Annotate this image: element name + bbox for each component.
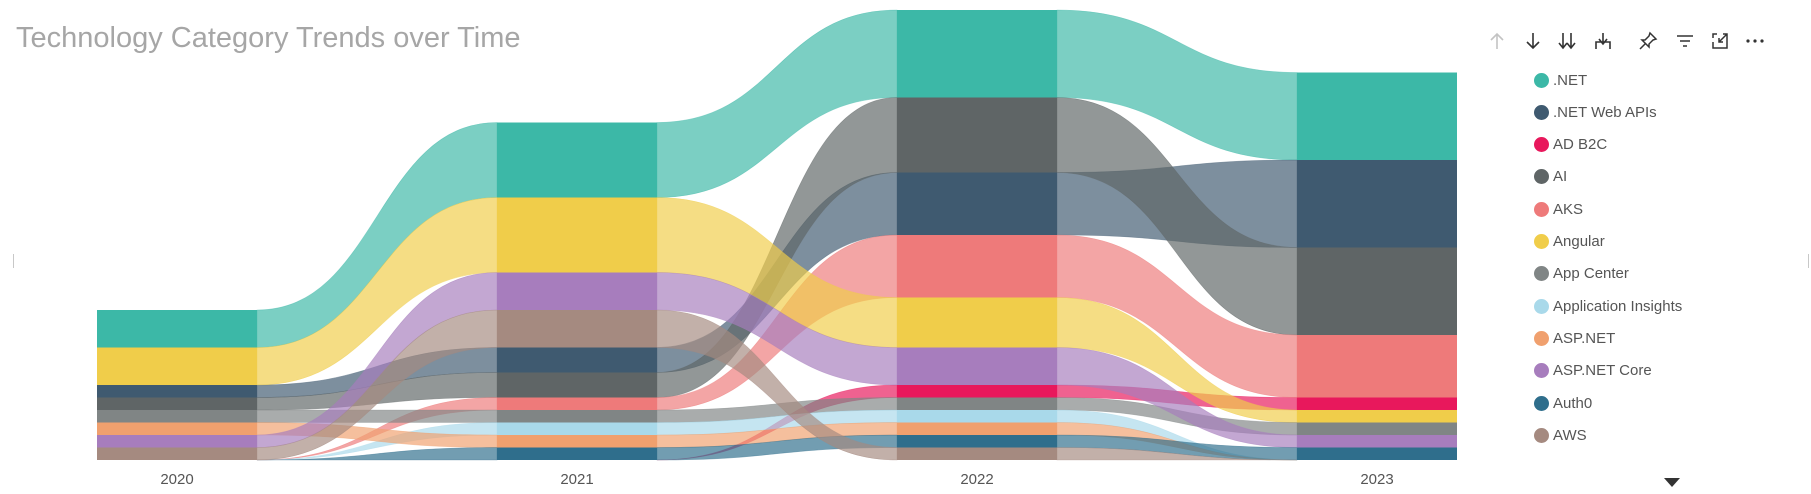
- segment--net-web-apis-2021[interactable]: [497, 347, 657, 373]
- legend-label: AD B2C: [1553, 136, 1608, 154]
- segment-app-center-2023[interactable]: [1297, 422, 1457, 436]
- legend-item-aks[interactable]: AKS: [1534, 197, 1583, 221]
- legend-scroll-down-icon[interactable]: [1664, 478, 1680, 487]
- ribbons: [256, 9, 1298, 461]
- segment-aks-2023[interactable]: [1297, 335, 1457, 398]
- legend-item-ai[interactable]: AI: [1534, 165, 1567, 189]
- x-tick-label: 2022: [960, 471, 993, 488]
- segment-ad-b2c-2022[interactable]: [897, 385, 1057, 398]
- legend-label: AI: [1553, 168, 1568, 186]
- segment-aws-2020[interactable]: [97, 447, 257, 461]
- segment-angular-2020[interactable]: [97, 347, 257, 386]
- double-arrow-down-icon[interactable]: [1552, 26, 1582, 56]
- legend-item-ad-b2c[interactable]: AD B2C: [1534, 133, 1607, 157]
- legend-marker: [1534, 266, 1549, 282]
- segment-ai-2023[interactable]: [1297, 247, 1457, 336]
- focus-mode-icon[interactable]: [1705, 26, 1735, 56]
- legend-marker: [1534, 298, 1549, 314]
- arrow-down-icon[interactable]: [1518, 26, 1548, 56]
- legend-item-asp-net-core[interactable]: ASP.NET Core: [1534, 359, 1652, 383]
- segment-angular-2021[interactable]: [497, 197, 657, 273]
- segment-aks-2021[interactable]: [497, 397, 657, 411]
- legend-label: AKS: [1553, 200, 1584, 218]
- expand-hierarchy-icon[interactable]: [1588, 26, 1618, 56]
- right-resize-handle[interactable]: [1808, 254, 1809, 268]
- legend-item-angular[interactable]: Angular: [1534, 230, 1605, 254]
- segment--net-web-apis-2022[interactable]: [897, 172, 1057, 236]
- legend-label: AWS: [1553, 426, 1587, 444]
- legend-label: Auth0: [1553, 394, 1593, 412]
- legend-item--net[interactable]: .NET: [1534, 68, 1587, 92]
- segment-auth0-2023[interactable]: [1297, 447, 1457, 461]
- segment-ad-b2c-2023[interactable]: [1297, 397, 1457, 411]
- legend-marker: [1534, 330, 1549, 346]
- segment-app-center-2021[interactable]: [497, 410, 657, 423]
- segment--net-web-apis-2020[interactable]: [97, 385, 257, 398]
- ribbon-app-center[interactable]: [256, 409, 498, 423]
- segment-auth0-2021[interactable]: [497, 447, 657, 461]
- x-tick-label: 2021: [560, 471, 593, 488]
- legend-label: ASP.NET: [1553, 329, 1616, 347]
- segment-aws-2021[interactable]: [497, 310, 657, 348]
- legend-label: App Center: [1553, 265, 1629, 283]
- columns: [97, 10, 1457, 460]
- legend-marker: [1534, 137, 1549, 153]
- segment-asp-net-2020[interactable]: [97, 422, 257, 436]
- segment-angular-2022[interactable]: [897, 297, 1057, 348]
- legend-item-aws[interactable]: AWS: [1534, 423, 1587, 447]
- segment--net-2023[interactable]: [1297, 72, 1457, 161]
- legend-marker: [1534, 104, 1549, 120]
- legend-item-asp-net[interactable]: ASP.NET: [1534, 326, 1615, 350]
- segment--net-web-apis-2023[interactable]: [1297, 160, 1457, 248]
- segment-app-center-2020[interactable]: [97, 410, 257, 423]
- arrow-up-icon[interactable]: [1482, 26, 1512, 56]
- x-tick-label: 2023: [1360, 471, 1393, 488]
- segment-auth0-2022[interactable]: [897, 435, 1057, 448]
- legend-marker: [1534, 427, 1549, 443]
- visual-header: [1482, 26, 1802, 56]
- legend-marker: [1534, 201, 1549, 217]
- legend-item--net-web-apis[interactable]: .NET Web APIs: [1534, 100, 1657, 124]
- segment-ai-2020[interactable]: [97, 397, 257, 411]
- legend-item-app-center[interactable]: App Center: [1534, 262, 1629, 286]
- segment-application-insights-2021[interactable]: [497, 422, 657, 436]
- segment-aws-2022[interactable]: [897, 447, 1057, 461]
- segment-ai-2021[interactable]: [497, 372, 657, 398]
- legend-marker: [1534, 363, 1549, 379]
- left-resize-handle[interactable]: [13, 254, 14, 268]
- legend-marker: [1534, 169, 1549, 185]
- legend-label: .NET: [1553, 71, 1588, 89]
- segment-angular-2023[interactable]: [1297, 410, 1457, 423]
- legend-label: .NET Web APIs: [1553, 103, 1657, 121]
- segment-ai-2022[interactable]: [897, 97, 1057, 173]
- x-tick-label: 2020: [160, 471, 193, 488]
- legend-marker: [1534, 234, 1549, 249]
- segment-asp-net-core-2020[interactable]: [97, 435, 257, 448]
- legend-item-auth0[interactable]: Auth0: [1534, 391, 1592, 415]
- legend-marker: [1534, 72, 1549, 88]
- segment-asp-net-2021[interactable]: [497, 435, 657, 448]
- legend-item-application-insights[interactable]: Application Insights: [1534, 294, 1682, 318]
- segment--net-2022[interactable]: [897, 10, 1057, 98]
- segment-asp-net-core-2023[interactable]: [1297, 435, 1457, 448]
- segment--net-2021[interactable]: [497, 122, 657, 198]
- ribbon-chart: 2020 2021 2022 2023: [97, 9, 1457, 488]
- legend-label: Angular: [1553, 233, 1605, 250]
- segment-asp-net-core-2021[interactable]: [497, 272, 657, 311]
- chart-title: Technology Category Trends over Time: [16, 22, 521, 54]
- more-options-icon[interactable]: [1740, 26, 1770, 56]
- pin-icon[interactable]: [1633, 26, 1663, 56]
- filter-icon[interactable]: [1670, 26, 1700, 56]
- legend-label: Application Insights: [1553, 297, 1683, 315]
- segment-aks-2022[interactable]: [897, 235, 1057, 298]
- legend-marker: [1534, 395, 1549, 411]
- segment-asp-net-2022[interactable]: [897, 422, 1057, 436]
- segment--net-2020[interactable]: [97, 310, 257, 348]
- segment-app-center-2022[interactable]: [897, 397, 1057, 411]
- segment-application-insights-2022[interactable]: [897, 410, 1057, 423]
- legend-label: ASP.NET Core: [1553, 362, 1652, 380]
- segment-asp-net-core-2022[interactable]: [897, 347, 1057, 386]
- ribbon-aws[interactable]: [1056, 447, 1298, 461]
